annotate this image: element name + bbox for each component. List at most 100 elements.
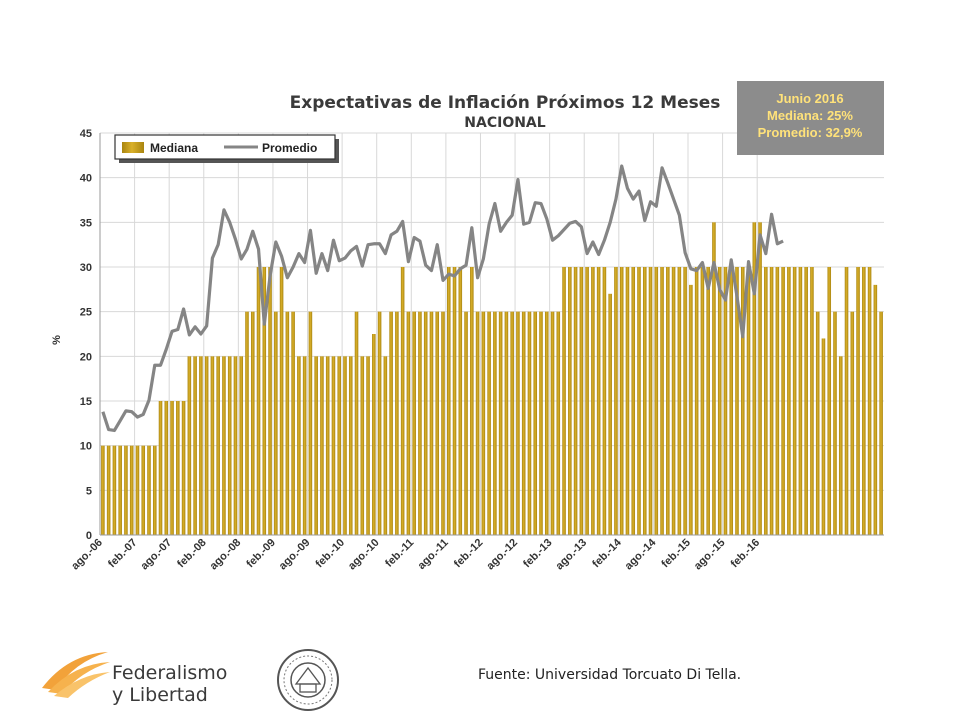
bar-mediana	[521, 311, 526, 535]
bar-mediana	[250, 311, 255, 535]
x-tick-label: feb.-13	[521, 537, 555, 571]
bar-mediana	[740, 267, 745, 535]
bar-mediana	[187, 356, 192, 535]
bar-mediana	[147, 445, 151, 535]
institution-seal-icon	[277, 649, 339, 711]
bar-mediana	[591, 267, 595, 535]
bar-mediana	[804, 267, 808, 535]
y-tick-label: 5	[86, 485, 92, 497]
bar-mediana	[302, 356, 307, 535]
bar-mediana	[245, 311, 249, 535]
bar-mediana	[475, 311, 480, 535]
bar-mediana	[752, 222, 757, 535]
bar-mediana	[810, 267, 814, 535]
bar-mediana	[550, 311, 555, 535]
legend-label-promedio: Promedio	[262, 141, 317, 155]
bar-mediana	[297, 356, 301, 535]
bar-series-mediana	[101, 222, 883, 535]
x-tick-label: feb.-11	[383, 537, 416, 570]
bar-mediana	[256, 267, 261, 535]
bar-mediana	[435, 311, 440, 535]
bar-mediana	[406, 311, 411, 535]
bar-mediana	[856, 267, 860, 535]
bar-mediana	[348, 356, 353, 535]
bar-mediana	[648, 267, 653, 535]
x-tick-label: feb.-14	[590, 536, 624, 570]
bar-mediana	[729, 267, 734, 535]
bar-mediana	[579, 267, 584, 535]
legend-swatch-mediana	[122, 142, 144, 153]
bar-mediana	[544, 311, 549, 535]
x-tick-label: feb.-07	[106, 537, 140, 571]
bar-mediana	[470, 267, 474, 535]
bar-mediana	[158, 401, 163, 535]
bar-mediana	[366, 356, 370, 535]
bar-mediana	[504, 311, 509, 535]
y-tick-labels: 0 5 10 15 20 25 30 35 40 45	[80, 128, 92, 542]
bar-mediana	[775, 267, 780, 535]
y-tick-label: 35	[80, 217, 92, 229]
x-tick-label: ago.-15	[692, 537, 728, 573]
bar-mediana	[423, 311, 428, 535]
x-tick-label: ago.-11	[416, 537, 451, 572]
legend-label-mediana: Mediana	[150, 141, 198, 155]
bar-mediana	[233, 356, 238, 535]
chart-subtitle: NACIONAL	[464, 115, 545, 131]
bar-mediana	[827, 267, 832, 535]
bar-mediana	[833, 311, 837, 535]
x-tick-label: ago.-12	[484, 537, 520, 573]
source-note: Fuente: Universidad Torcuato Di Tella.	[478, 667, 742, 683]
bar-mediana	[452, 267, 457, 535]
x-tick-label: feb.-12	[452, 537, 486, 571]
callout-line-average: Promedio: 32,9%	[758, 125, 863, 140]
bar-mediana	[204, 356, 209, 535]
bar-mediana	[493, 311, 497, 535]
bar-mediana	[758, 222, 762, 535]
callout-line-median: Mediana: 25%	[767, 108, 853, 123]
bar-mediana	[124, 445, 128, 535]
bar-mediana	[585, 267, 589, 535]
bar-mediana	[562, 267, 566, 535]
bar-mediana	[320, 356, 324, 535]
bar-mediana	[216, 356, 220, 535]
bar-mediana	[717, 267, 722, 535]
bar-mediana	[170, 401, 174, 535]
bar-mediana	[239, 356, 244, 535]
bar-mediana	[723, 267, 728, 535]
bar-mediana	[706, 267, 710, 535]
bar-mediana	[262, 267, 267, 535]
x-tick-label: feb.-16	[729, 537, 763, 571]
bar-mediana	[683, 267, 687, 535]
bar-mediana	[354, 311, 359, 535]
bar-mediana	[176, 401, 180, 535]
bar-mediana	[325, 356, 330, 535]
bar-mediana	[516, 311, 520, 535]
bar-mediana	[279, 267, 284, 535]
bar-mediana	[660, 267, 664, 535]
bar-mediana	[429, 311, 434, 535]
bar-mediana	[700, 267, 705, 535]
bar-mediana	[291, 311, 295, 535]
bar-mediana	[815, 311, 820, 535]
x-tick-label: ago.-08	[208, 537, 244, 573]
bar-mediana	[389, 311, 393, 535]
bar-mediana	[539, 311, 543, 535]
bar-mediana	[769, 267, 774, 535]
grid	[100, 132, 884, 535]
bar-mediana	[619, 267, 624, 535]
bar-mediana	[862, 267, 866, 535]
bar-mediana	[199, 356, 203, 535]
bar-mediana	[677, 267, 682, 535]
bar-mediana	[568, 267, 572, 535]
bar-mediana	[602, 267, 607, 535]
orange-swoosh-icon	[42, 652, 110, 698]
bar-mediana	[129, 445, 134, 535]
bar-mediana	[781, 267, 785, 535]
bar-mediana	[671, 267, 676, 535]
callout-background	[737, 81, 884, 155]
bar-mediana	[821, 338, 826, 535]
bar-mediana	[527, 311, 532, 535]
y-tick-label: 25	[80, 307, 92, 319]
y-tick-label: 15	[80, 396, 92, 408]
bar-mediana	[135, 445, 140, 535]
